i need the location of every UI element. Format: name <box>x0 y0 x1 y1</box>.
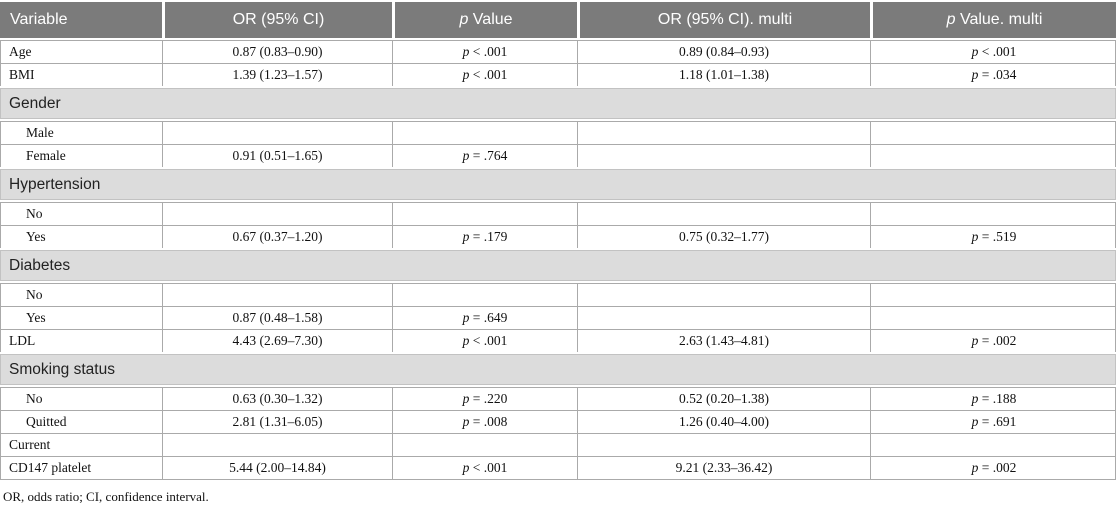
cell-p-value-multi <box>871 203 1116 225</box>
cell-p-value-multi: p = .034 <box>971 67 1017 82</box>
table-row-smoking-quitted: Quitted 2.81 (1.31–6.05) p = .008 1.26 (… <box>0 410 1116 433</box>
cell-p-value: p < .001 <box>393 330 578 352</box>
cell-or-multi <box>578 122 871 144</box>
table-header-row: Variable OR (95% CI) p Value OR (95% CI)… <box>0 2 1116 38</box>
section-row-hypertension: Hypertension <box>0 169 1116 200</box>
table-footnote: OR, odds ratio; CI, confidence interval. <box>3 489 209 504</box>
cell-p-value: p = .008 <box>393 411 578 433</box>
table-row-ldl: LDL 4.43 (2.69–7.30) p < .001 2.63 (1.43… <box>0 329 1116 352</box>
cell-variable: Yes <box>1 307 163 329</box>
col-header-or: OR (95% CI) <box>162 2 392 38</box>
col-header-p-value: p Value <box>392 2 577 38</box>
table-row-diabetes-yes: Yes 0.87 (0.48–1.58) p = .649 <box>0 306 1116 329</box>
cell-or: 2.81 (1.31–6.05) <box>163 411 393 433</box>
cell-p-value-multi: p < .001 <box>971 44 1017 59</box>
cell-or: 1.39 (1.23–1.57) <box>163 64 393 86</box>
table-row-female: Female 0.91 (0.51–1.65) p = .764 <box>0 144 1116 167</box>
cell-or: 0.87 (0.48–1.58) <box>163 307 393 329</box>
table-row-bmi: BMI 1.39 (1.23–1.57) p < .001 1.18 (1.01… <box>0 63 1116 86</box>
cell-p-value: p < .001 <box>393 457 578 479</box>
cell-variable: CD147 platelet <box>1 457 163 479</box>
cell-variable: BMI <box>1 64 163 86</box>
cell-or-multi: 9.21 (2.33–36.42) <box>578 457 871 479</box>
cell-variable: Male <box>1 122 163 144</box>
section-label: Gender <box>9 95 61 112</box>
cell-p-value <box>393 203 578 225</box>
section-label: Diabetes <box>9 257 71 274</box>
cell-or-multi <box>578 284 871 306</box>
cell-variable: No <box>1 388 163 410</box>
col-header-variable: Variable <box>0 2 162 38</box>
cell-p-value-multi: p = .691 <box>971 414 1017 429</box>
section-row-smoking-status: Smoking status <box>0 354 1116 385</box>
cell-or-multi <box>578 203 871 225</box>
cell-or: 4.43 (2.69–7.30) <box>163 330 393 352</box>
cell-or <box>163 203 393 225</box>
cell-p-value-multi <box>871 145 1116 167</box>
cell-p-value: p = .764 <box>393 145 578 167</box>
cell-variable: Yes <box>1 226 163 248</box>
cell-p-value <box>393 434 578 456</box>
cell-variable: LDL <box>1 330 163 352</box>
cell-or-multi <box>578 145 871 167</box>
cell-p-value-multi: p = .002 <box>971 460 1017 475</box>
cell-or: 5.44 (2.00–14.84) <box>163 457 393 479</box>
table-row-age: Age 0.87 (0.83–0.90) p < .001 0.89 (0.84… <box>0 40 1116 63</box>
section-label: Hypertension <box>9 176 101 193</box>
cell-p-value: p = .179 <box>393 226 578 248</box>
table-row-smoking-current: Current <box>0 433 1116 456</box>
cell-or-multi <box>578 307 871 329</box>
table-row-diabetes-no: No <box>0 283 1116 306</box>
cell-or-multi <box>578 434 871 456</box>
cell-p-value-multi: p = .002 <box>971 333 1017 348</box>
cell-p-value-multi <box>871 307 1116 329</box>
cell-or-multi: 2.63 (1.43–4.81) <box>578 330 871 352</box>
cell-or <box>163 434 393 456</box>
cell-variable: Quitted <box>1 411 163 433</box>
cell-p-value <box>393 284 578 306</box>
odds-ratio-table: Variable OR (95% CI) p Value OR (95% CI)… <box>0 2 1116 480</box>
cell-or <box>163 122 393 144</box>
cell-p-value: p < .001 <box>393 64 578 86</box>
table-row-hypertension-yes: Yes 0.67 (0.37–1.20) p = .179 0.75 (0.32… <box>0 225 1116 248</box>
cell-variable: Current <box>1 434 163 456</box>
cell-or-multi: 0.75 (0.32–1.77) <box>578 226 871 248</box>
cell-p-value: p < .001 <box>393 41 578 63</box>
cell-p-value-multi: p = .519 <box>971 229 1017 244</box>
cell-variable: Age <box>1 41 163 63</box>
table-row-smoking-no: No 0.63 (0.30–1.32) p = .220 0.52 (0.20–… <box>0 387 1116 410</box>
table-row-cd147-platelet: CD147 platelet 5.44 (2.00–14.84) p < .00… <box>0 456 1116 480</box>
section-label: Smoking status <box>9 361 115 378</box>
col-header-or-multi: OR (95% CI). multi <box>577 2 870 38</box>
section-row-gender: Gender <box>0 88 1116 119</box>
cell-p-value: p = .649 <box>393 307 578 329</box>
table-row-hypertension-no: No <box>0 202 1116 225</box>
cell-or-multi: 1.26 (0.40–4.00) <box>578 411 871 433</box>
table-row-male: Male <box>0 121 1116 144</box>
cell-variable: No <box>1 284 163 306</box>
cell-p-value-multi: p = .188 <box>971 391 1017 406</box>
cell-or: 0.63 (0.30–1.32) <box>163 388 393 410</box>
cell-variable: Female <box>1 145 163 167</box>
cell-or-multi: 0.89 (0.84–0.93) <box>578 41 871 63</box>
cell-or: 0.91 (0.51–1.65) <box>163 145 393 167</box>
section-row-diabetes: Diabetes <box>0 250 1116 281</box>
cell-or <box>163 284 393 306</box>
cell-variable: No <box>1 203 163 225</box>
cell-p-value <box>393 122 578 144</box>
cell-or: 0.87 (0.83–0.90) <box>163 41 393 63</box>
cell-or: 0.67 (0.37–1.20) <box>163 226 393 248</box>
cell-or-multi: 0.52 (0.20–1.38) <box>578 388 871 410</box>
cell-p-value-multi <box>871 434 1116 456</box>
col-header-p-value-multi: p Value. multi <box>870 2 1116 38</box>
cell-or-multi: 1.18 (1.01–1.38) <box>578 64 871 86</box>
cell-p-value-multi <box>871 284 1116 306</box>
cell-p-value-multi <box>871 122 1116 144</box>
cell-p-value: p = .220 <box>393 388 578 410</box>
